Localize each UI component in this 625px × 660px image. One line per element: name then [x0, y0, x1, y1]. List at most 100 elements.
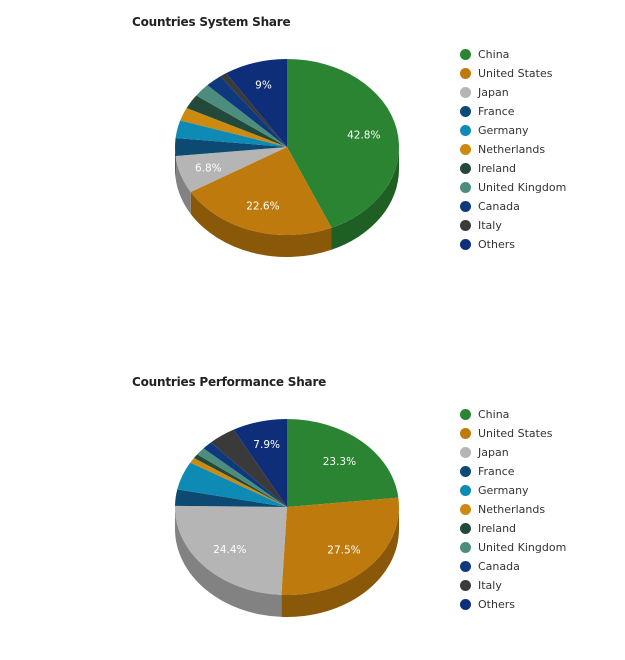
legend-label: Ireland	[478, 522, 517, 535]
legend-item-ireland: Ireland	[460, 519, 620, 538]
legend-swatch	[460, 466, 471, 477]
chart-title: Countries Performance Share	[132, 375, 327, 389]
legend-label: Others	[478, 598, 515, 611]
legend-label: Canada	[478, 200, 520, 213]
legend-item-italy: Italy	[460, 216, 620, 235]
legend-label: United States	[478, 67, 553, 80]
legend-swatch	[460, 125, 471, 136]
legend-label: Ireland	[478, 162, 517, 175]
pie-side-walls	[175, 147, 399, 257]
legend-item-united-states: United States	[460, 64, 620, 83]
legend-label: Japan	[478, 446, 509, 459]
legend-label: Germany	[478, 124, 529, 137]
legend-swatch	[460, 201, 471, 212]
legend-item-germany: Germany	[460, 481, 620, 500]
legend-label: China	[478, 48, 510, 61]
legend-item-united-states: United States	[460, 424, 620, 443]
legend-label: Canada	[478, 560, 520, 573]
slice-france	[175, 489, 287, 507]
legend-label: Italy	[478, 219, 502, 232]
legend-swatch	[460, 428, 471, 439]
legend-swatch	[460, 68, 471, 79]
slice-label-japan: 24.4%	[213, 544, 246, 556]
slice-germany	[177, 462, 287, 507]
slice-united-states	[281, 497, 399, 595]
slice-label-others: 7.9%	[253, 439, 280, 451]
legend-swatch	[460, 49, 471, 60]
legend-item-italy: Italy	[460, 576, 620, 595]
legend-swatch	[460, 542, 471, 553]
slice-label-china: 42.8%	[347, 130, 380, 142]
slice-japan	[175, 147, 287, 192]
legend-swatch	[460, 87, 471, 98]
legend-item-canada: Canada	[460, 557, 620, 576]
legend-item-netherlands: Netherlands	[460, 140, 620, 159]
legend-label: United Kingdom	[478, 541, 567, 554]
legend-label: Netherlands	[478, 143, 546, 156]
legend-item-france: France	[460, 102, 620, 121]
legend-label: Netherlands	[478, 503, 546, 516]
legend-label: China	[478, 408, 510, 421]
legend-swatch	[460, 580, 471, 591]
pie-chart: 42.8% 22.6% 6.8% 9%	[175, 59, 400, 257]
legend-swatch	[460, 523, 471, 534]
legend-swatch	[460, 504, 471, 515]
slice-germany	[175, 120, 287, 147]
slice-side-china	[331, 147, 399, 250]
legend-swatch	[460, 447, 471, 458]
legend-item-others: Others	[460, 235, 620, 254]
legend-item-others: Others	[460, 595, 620, 614]
slice-canada	[203, 442, 287, 507]
slice-side-japan	[175, 155, 191, 214]
slice-side-japan	[175, 507, 282, 617]
legend-swatch	[460, 163, 471, 174]
legend-swatch	[460, 599, 471, 610]
legend-item-netherlands: Netherlands	[460, 500, 620, 519]
legend-item-canada: Canada	[460, 197, 620, 216]
slice-china	[287, 59, 400, 228]
legend-label: France	[478, 465, 515, 478]
legend-label: United States	[478, 427, 553, 440]
slice-others	[233, 419, 287, 507]
slice-canada	[207, 76, 287, 147]
legend-swatch	[460, 409, 471, 420]
slice-united-kingdom	[196, 85, 287, 147]
slice-label-japan: 6.8%	[195, 162, 222, 174]
legend-item-ireland: Ireland	[460, 159, 620, 178]
legend-swatch	[460, 182, 471, 193]
slice-ireland	[193, 454, 287, 507]
slice-japan	[175, 505, 287, 595]
legend-label: Italy	[478, 579, 502, 592]
legend-swatch	[460, 220, 471, 231]
performance-share-chart: Countries Performance Share 23.3% 27.5% 24…	[0, 360, 625, 660]
legend-swatch	[460, 144, 471, 155]
slice-side-united-states	[190, 191, 332, 257]
slice-china	[287, 419, 399, 507]
legend-swatch	[460, 106, 471, 117]
pie-side-walls	[175, 507, 399, 617]
legend-item-japan: Japan	[460, 83, 620, 102]
legend-item-japan: Japan	[460, 443, 620, 462]
legend-label: Japan	[478, 86, 509, 99]
slice-italy	[220, 73, 287, 147]
legend-item-united-kingdom: United Kingdom	[460, 178, 620, 197]
legend-item-united-kingdom: United Kingdom	[460, 538, 620, 557]
slice-france	[175, 138, 287, 156]
legend-label: Others	[478, 238, 515, 251]
slice-netherlands	[190, 457, 287, 507]
legend-item-china: China	[460, 45, 620, 64]
slice-others	[226, 59, 287, 147]
slice-side-france	[175, 147, 176, 178]
chart-legend: China United States Japan France Germany Neth…	[460, 405, 620, 614]
slice-label-others: 9%	[255, 80, 272, 92]
legend-item-germany: Germany	[460, 121, 620, 140]
slice-united-kingdom	[197, 448, 287, 507]
legend-swatch	[460, 485, 471, 496]
pie-chart: 23.3% 27.5% 24.4% 7.9%	[175, 419, 399, 617]
slice-italy	[210, 429, 287, 507]
slice-label-china: 23.3%	[323, 456, 356, 468]
legend-label: United Kingdom	[478, 181, 567, 194]
chart-title: Countries System Share	[132, 15, 291, 29]
legend-item-china: China	[460, 405, 620, 424]
slice-side-united-states	[281, 507, 399, 617]
